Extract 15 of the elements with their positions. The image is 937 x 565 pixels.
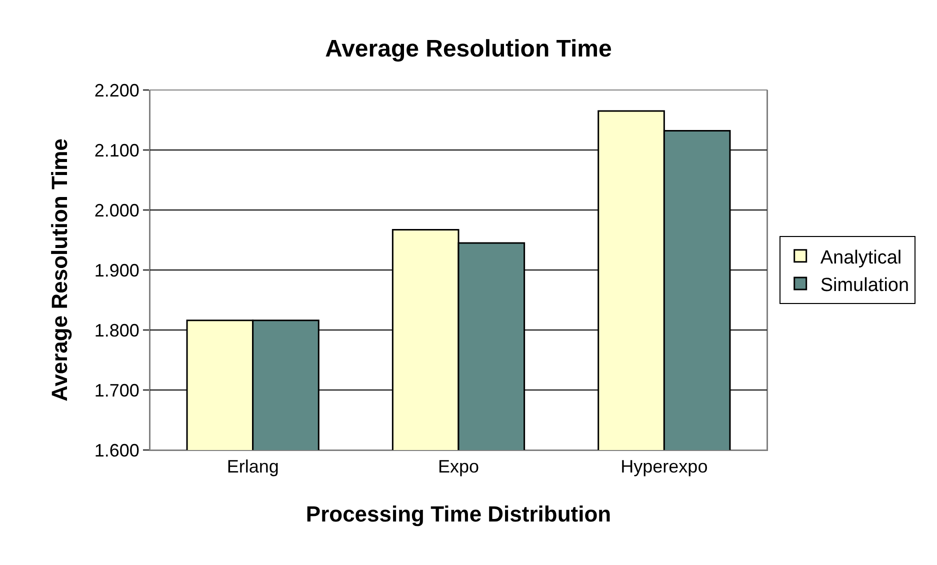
x-tick-label: Expo (438, 456, 480, 477)
y-tick-label: 1.700 (94, 380, 140, 400)
y-axis-title: Average Resolution Time (47, 138, 72, 402)
y-tick-label: 2.000 (94, 200, 140, 220)
x-tick-label: Hyperexpo (620, 456, 708, 477)
y-tick-label: 2.100 (94, 140, 140, 160)
y-tick-label: 2.200 (94, 80, 140, 100)
legend-label: Analytical (820, 247, 902, 268)
legend-label: Simulation (820, 274, 910, 296)
x-axis-title: Processing Time Distribution (306, 502, 612, 526)
y-tick-label: 1.600 (94, 440, 140, 460)
x-tick-label: Erlang (226, 456, 279, 477)
y-tick-label: 1.800 (94, 320, 140, 340)
chart-title: Average Resolution Time (325, 35, 612, 62)
y-tick-label: 1.900 (94, 260, 140, 280)
